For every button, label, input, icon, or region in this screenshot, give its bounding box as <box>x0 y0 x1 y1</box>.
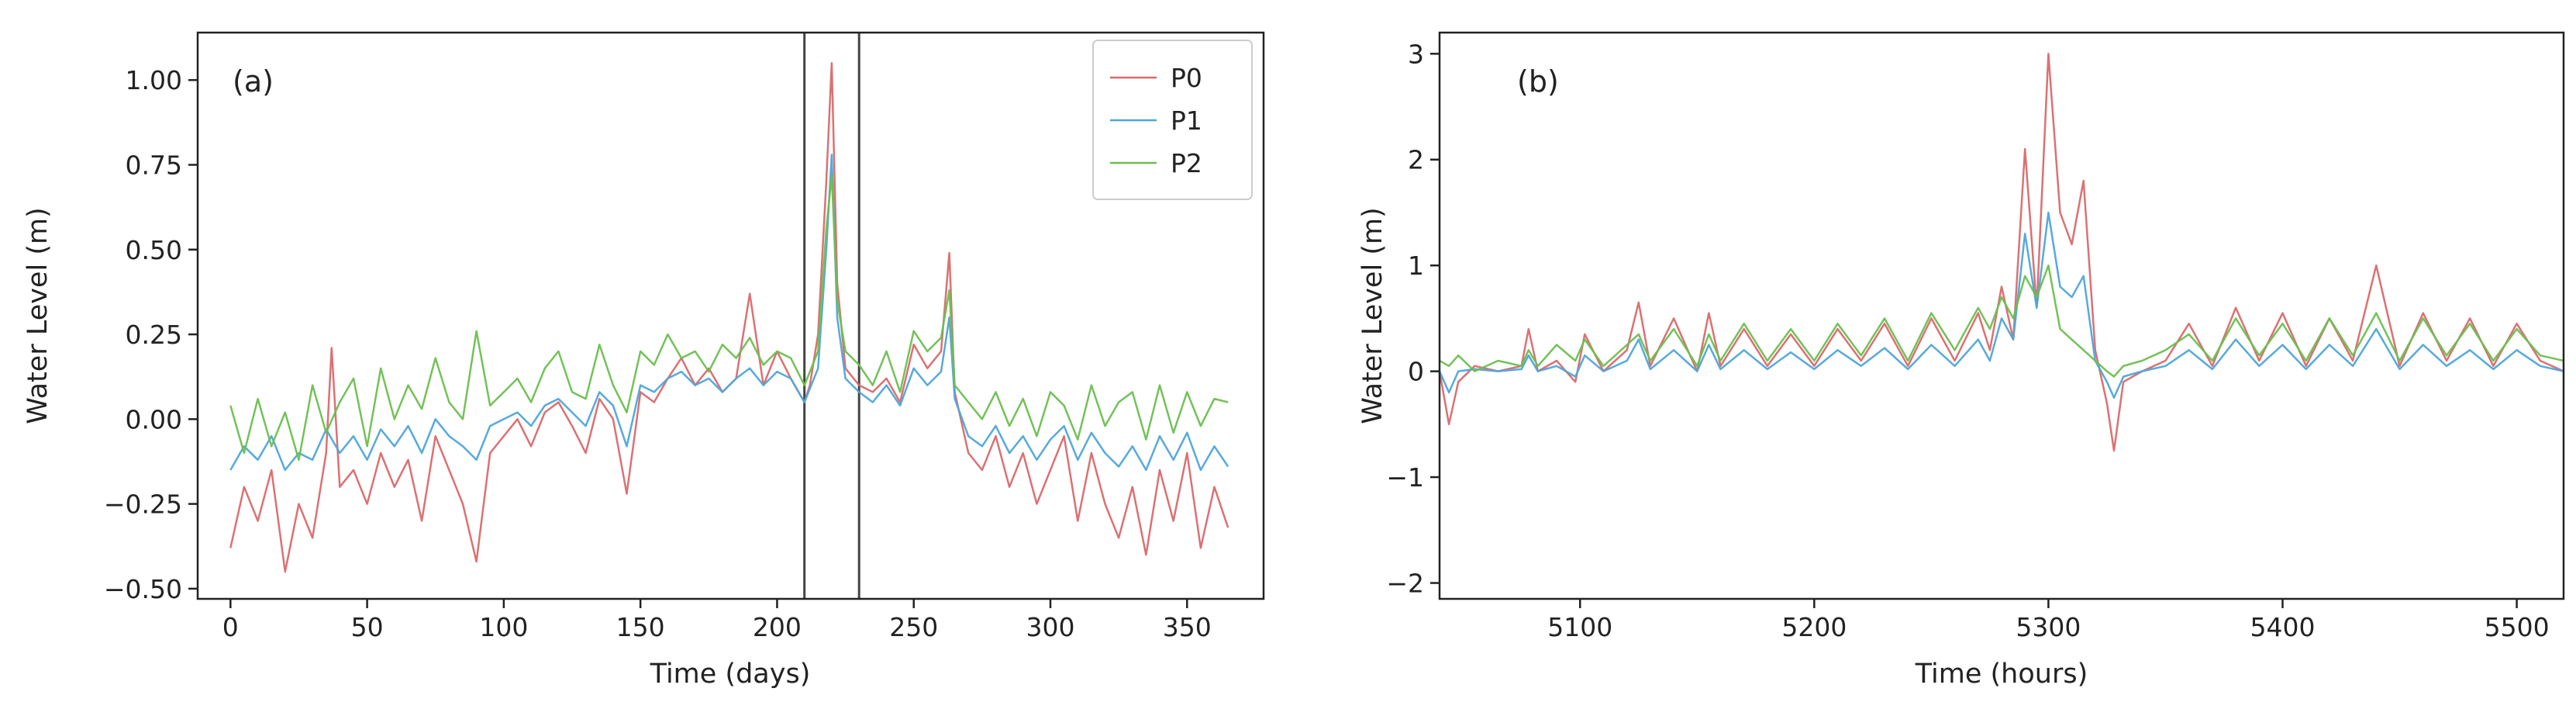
panel-b-ytick-label: −2 <box>1386 569 1424 599</box>
panel-b-xticks: 5100 5200 5300 5400 5500 <box>1547 599 2550 642</box>
panel-a-ytick-label: 0.25 <box>126 320 182 350</box>
legend-label-p2: P2 <box>1171 148 1202 178</box>
panel-a-ytick-label: −0.50 <box>104 574 182 604</box>
panel-a-vlines <box>803 33 860 599</box>
panel-b-series-p1 <box>1440 211 2564 399</box>
panel-a-yticks: −0.50 −0.25 0.00 0.25 0.50 0.75 1.00 <box>104 65 198 604</box>
panel-a-xtick-label: 300 <box>1026 612 1075 642</box>
panel-a-frame <box>196 31 1265 600</box>
panel-a-xtick-label: 50 <box>351 612 384 642</box>
panel-a-label: (a) <box>233 64 274 99</box>
panel-b-ytick-label: 2 <box>1408 145 1424 175</box>
panel-b-xtick-label: 5500 <box>2485 612 2550 642</box>
panel-b-yticks: −2 −1 0 1 2 3 <box>1386 39 1440 599</box>
legend: P0 P1 P2 <box>1092 40 1253 200</box>
legend-label-p1: P1 <box>1171 105 1202 136</box>
panel-a-ytick-label: −0.25 <box>104 489 182 520</box>
panel-b-xtick-label: 5100 <box>1547 612 1612 642</box>
panel-b-ytick-label: 1 <box>1408 251 1424 281</box>
panel-a-xtick-label: 150 <box>616 612 665 642</box>
panel-b-xtick-label: 5200 <box>1781 612 1847 642</box>
panel-a-ytick-label: 1.00 <box>126 65 182 95</box>
panel-b-plot-area <box>1440 33 2564 599</box>
panel-a-series <box>229 62 1229 573</box>
panel-b-ytick-label: 3 <box>1408 39 1424 69</box>
panel-b-series <box>1440 53 2564 452</box>
panel-a-xtick-label: 200 <box>753 612 802 642</box>
legend-label-p0: P0 <box>1171 63 1202 93</box>
panel-a-ytick-label: 0.75 <box>126 150 182 180</box>
panel-b-label: (b) <box>1517 64 1559 99</box>
panel-a-plot-area <box>198 33 1264 599</box>
panel-a-series-p2 <box>229 174 1229 462</box>
panel-a-series-p1 <box>229 154 1229 472</box>
panel-a-xtick-label: 100 <box>479 612 528 642</box>
panel-b-frame <box>1438 31 2565 600</box>
panel-b-ylabel: Water Level (m) <box>1357 207 1388 424</box>
panel-b: 5100 5200 5300 5400 5500 −2 −1 0 1 2 3 (b) Time (… <box>1357 31 2565 690</box>
panel-a-xtick-label: 250 <box>889 612 938 642</box>
panel-a-ytick-label: 0.50 <box>126 235 182 265</box>
panel-a-xtick-label: 0 <box>222 612 239 642</box>
panel-b-xtick-label: 5400 <box>2250 612 2316 642</box>
panel-a-xlabel: Time (days) <box>650 659 811 690</box>
panel-a-xticks: 0 50 100 150 200 250 300 350 <box>222 599 1212 642</box>
panel-a-ylabel: Water Level (m) <box>22 207 53 424</box>
panel-a: 0 50 100 150 200 250 300 350 −0.50 −0.25 0.00 0.25… <box>22 31 1265 690</box>
legend-box <box>1092 40 1253 200</box>
panel-a-series-p0 <box>229 62 1229 573</box>
panel-b-ytick-label: 0 <box>1408 357 1424 387</box>
panel-b-ytick-label: −1 <box>1386 462 1424 493</box>
panel-b-xlabel: Time (hours) <box>1915 659 2088 690</box>
panel-a-ytick-label: 0.00 <box>126 404 182 434</box>
panel-b-series-p2 <box>1440 264 2564 378</box>
panel-b-xtick-label: 5300 <box>2016 612 2081 642</box>
panel-a-xtick-label: 350 <box>1163 612 1212 642</box>
